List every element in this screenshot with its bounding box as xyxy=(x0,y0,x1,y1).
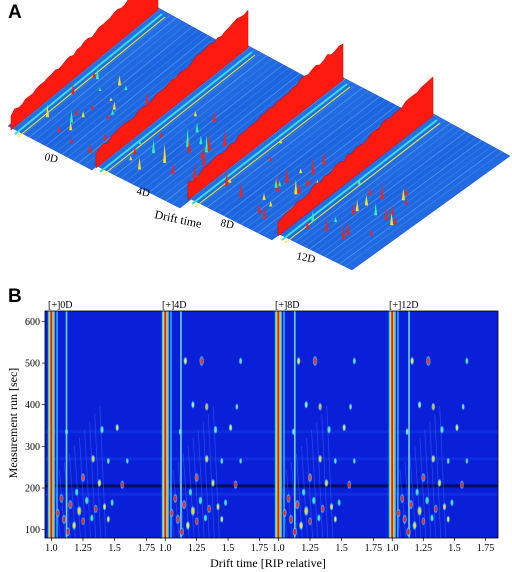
x-tick-label: 1.75 xyxy=(138,543,156,554)
panel-a-slab-0d xyxy=(7,0,239,171)
panel-a-3d-plots: 0D 4D Drift time 8D 12D xyxy=(7,0,511,271)
panel-a-label-4d: 4D xyxy=(135,185,151,200)
panel-a-axis-label: Drift time xyxy=(153,207,203,231)
panel-a-label-12d: 12D xyxy=(295,250,316,266)
panel-a-slab-8d xyxy=(184,43,429,241)
y-tick-label: 400 xyxy=(25,400,40,411)
y-tick-label: 600 xyxy=(25,317,40,328)
heatmap-panel-0d xyxy=(45,311,159,539)
panel-label-4d: [+]4D xyxy=(162,300,187,311)
x-tick-label: 1.5 xyxy=(108,543,121,554)
x-tick-label: 1.75 xyxy=(477,543,495,554)
panel-a-label-8d: 8D xyxy=(219,217,235,232)
x-tick-label: 1.0 xyxy=(45,543,58,554)
y-tick-label: 100 xyxy=(25,525,40,536)
x-tick-label: 1.25 xyxy=(188,543,206,554)
panel-a-slab-12d xyxy=(274,76,511,271)
x-axis-label: Drift time [RIP relative] xyxy=(210,556,326,570)
heatmap-panel-8d xyxy=(272,311,386,539)
panel-b-letter: B xyxy=(8,286,22,307)
panel-label-12d: [+]12D xyxy=(389,300,419,311)
x-tick-label: 1.0 xyxy=(272,543,285,554)
y-axis-label: Measurement run [sec] xyxy=(6,368,20,479)
x-tick-label: 1.5 xyxy=(222,543,235,554)
x-tick-label: 1.25 xyxy=(74,543,92,554)
x-tick-label: 1.0 xyxy=(386,543,399,554)
panel-label-0d: [+]0D xyxy=(48,300,73,311)
panel-a-letter: A xyxy=(8,2,22,23)
x-tick-label: 1.25 xyxy=(415,543,433,554)
panel-a-label-0d: 0D xyxy=(43,151,59,166)
x-tick-label: 1.0 xyxy=(159,543,172,554)
x-tick-label: 1.75 xyxy=(251,543,269,554)
x-tick-label: 1.25 xyxy=(301,543,319,554)
x-tick-label: 1.5 xyxy=(448,543,461,554)
x-tick-label: 1.5 xyxy=(335,543,348,554)
panel-label-8d: [+]8D xyxy=(275,300,300,311)
heatmap-panel-4d xyxy=(159,311,272,539)
y-tick-label: 500 xyxy=(25,359,40,370)
heatmap-panel-12d xyxy=(386,311,498,539)
x-tick-label: 1.75 xyxy=(365,543,383,554)
y-tick-label: 300 xyxy=(25,442,40,453)
y-tick-label: 200 xyxy=(25,484,40,495)
